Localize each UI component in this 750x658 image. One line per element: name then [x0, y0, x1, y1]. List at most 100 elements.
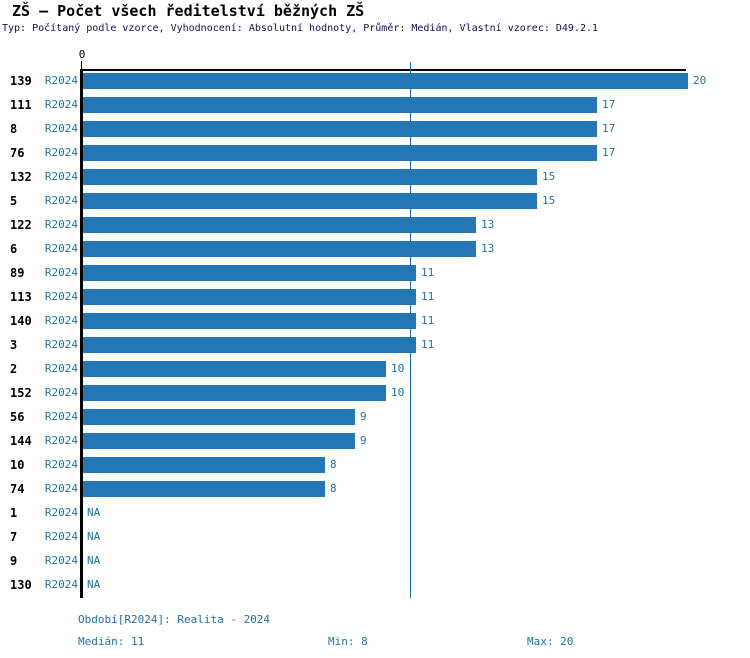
x-axis-line	[81, 69, 686, 71]
row-period-label: R2024	[44, 74, 78, 87]
row-category-label: 122	[10, 218, 32, 232]
row-category-label: 130	[10, 578, 32, 592]
footer-period-label: Období[R2024]: Realita - 2024	[78, 613, 271, 626]
bar	[83, 409, 355, 425]
chart-row: 3 R2024 11	[0, 333, 750, 357]
row-period-label: R2024	[44, 314, 78, 327]
row-period-label: R2024	[44, 482, 78, 495]
row-period-label: R2024	[44, 434, 78, 447]
row-period-label: R2024	[44, 578, 78, 591]
chart-row: 7 R2024 NA	[0, 525, 750, 549]
row-category-label: 2	[10, 362, 18, 376]
row-category-label: 139	[10, 74, 32, 88]
bar-value-label: 15	[542, 170, 556, 183]
row-category-label: 152	[10, 386, 32, 400]
chart-row: 1 R2024 NA	[0, 501, 750, 525]
bar-value-label: 17	[602, 146, 616, 159]
bar-value-label: 10	[391, 362, 405, 375]
chart-row: 6 R2024 13	[0, 237, 750, 261]
row-period-label: R2024	[44, 242, 78, 255]
bar-value-label: 8	[330, 458, 337, 471]
row-period-label: R2024	[44, 266, 78, 279]
chart-title: ZŠ – Počet všech ředitelství běžných ZŠ	[12, 2, 365, 20]
chart-row: 111 R2024 17	[0, 93, 750, 117]
median-reference-line	[410, 62, 411, 598]
chart-row: 122 R2024 13	[0, 213, 750, 237]
row-category-label: 76	[10, 146, 25, 160]
row-period-label: R2024	[44, 122, 78, 135]
row-category-label: 144	[10, 434, 32, 448]
row-category-label: 111	[10, 98, 32, 112]
row-period-label: R2024	[44, 218, 78, 231]
chart-rows: 139 R2024 20 111 R2024 17 8 R2024 17 76 R2024 17 132…	[0, 69, 750, 597]
footer-min-label: Min: 8	[328, 635, 368, 648]
row-category-label: 113	[10, 290, 32, 304]
bar-value-label: 13	[481, 242, 495, 255]
chart-row: 144 R2024 9	[0, 429, 750, 453]
row-period-label: R2024	[44, 290, 78, 303]
row-category-label: 8	[10, 122, 18, 136]
chart-subtitle: Typ: Počítaný podle vzorce, Vyhodnocení:…	[2, 23, 599, 34]
bar-value-label: NA	[87, 530, 101, 543]
row-period-label: R2024	[44, 554, 78, 567]
x-axis-tick-mark	[81, 61, 82, 69]
bar	[83, 481, 325, 497]
row-period-label: R2024	[44, 506, 78, 519]
row-category-label: 3	[10, 338, 18, 352]
chart-row: 9 R2024 NA	[0, 549, 750, 573]
bar-value-label: 11	[421, 314, 435, 327]
row-category-label: 5	[10, 194, 18, 208]
row-category-label: 1	[10, 506, 18, 520]
bar	[83, 265, 416, 281]
row-period-label: R2024	[44, 146, 78, 159]
bar	[83, 289, 416, 305]
row-category-label: 74	[10, 482, 25, 496]
chart-row: 2 R2024 10	[0, 357, 750, 381]
chart-row: 132 R2024 15	[0, 165, 750, 189]
chart-row: 89 R2024 11	[0, 261, 750, 285]
bar	[83, 97, 597, 113]
bar-value-label: 13	[481, 218, 495, 231]
row-period-label: R2024	[44, 170, 78, 183]
bar-value-label: 8	[330, 482, 337, 495]
row-category-label: 6	[10, 242, 18, 256]
chart-row: 56 R2024 9	[0, 405, 750, 429]
bar	[83, 241, 476, 257]
bar	[83, 73, 688, 89]
chart-row: 8 R2024 17	[0, 117, 750, 141]
row-period-label: R2024	[44, 458, 78, 471]
x-axis-zero-tick-label: 0	[78, 48, 86, 61]
bar-value-label: 15	[542, 194, 556, 207]
chart-row: 113 R2024 11	[0, 285, 750, 309]
bar-value-label: 20	[693, 74, 707, 87]
bar-value-label: NA	[87, 554, 101, 567]
row-period-label: R2024	[44, 530, 78, 543]
bar	[83, 121, 597, 137]
row-period-label: R2024	[44, 194, 78, 207]
bar	[83, 217, 476, 233]
row-period-label: R2024	[44, 98, 78, 111]
chart-row: 5 R2024 15	[0, 189, 750, 213]
row-period-label: R2024	[44, 386, 78, 399]
row-period-label: R2024	[44, 410, 78, 423]
bar-value-label: 11	[421, 290, 435, 303]
bar-value-label: 11	[421, 338, 435, 351]
chart-row: 140 R2024 11	[0, 309, 750, 333]
row-category-label: 89	[10, 266, 25, 280]
row-category-label: 140	[10, 314, 32, 328]
bar	[83, 361, 386, 377]
chart-row: 152 R2024 10	[0, 381, 750, 405]
bar	[83, 169, 537, 185]
bar-value-label: 11	[421, 266, 435, 279]
row-category-label: 7	[10, 530, 18, 544]
bar	[83, 433, 355, 449]
bar-value-label: 17	[602, 122, 616, 135]
footer-median-label: Medián: 11	[78, 635, 145, 648]
bar	[83, 145, 597, 161]
bar	[83, 337, 416, 353]
row-category-label: 10	[10, 458, 25, 472]
y-axis-line	[80, 69, 83, 598]
row-period-label: R2024	[44, 362, 78, 375]
bar	[83, 313, 416, 329]
